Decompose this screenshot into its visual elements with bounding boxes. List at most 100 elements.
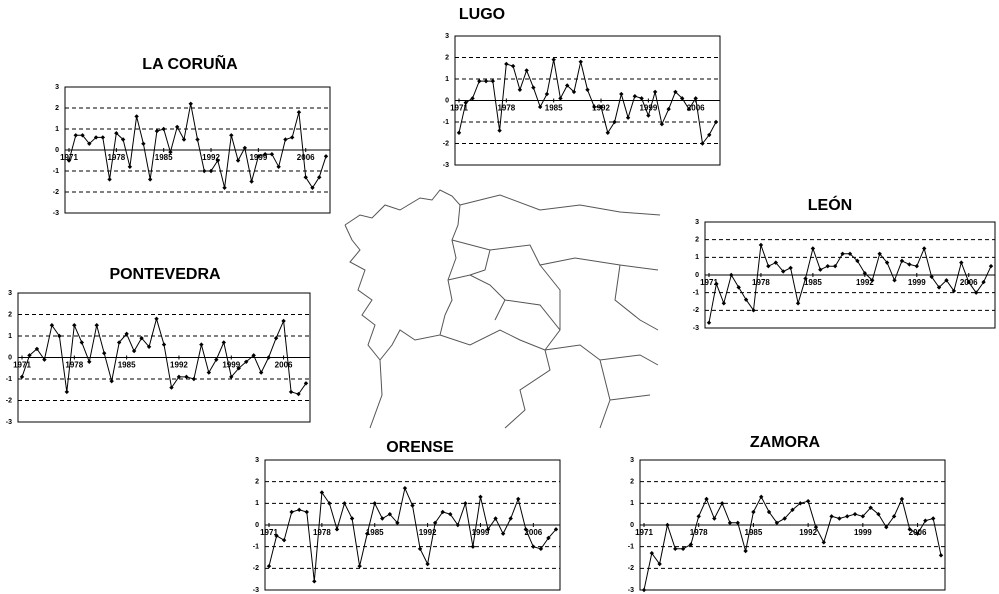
series-line [21,316,307,395]
point [208,168,214,174]
point [782,516,787,521]
x-tick-label: 1985 [366,528,384,537]
point [751,509,756,515]
point [27,353,32,358]
point [727,520,733,526]
point [317,175,322,180]
point [289,135,295,140]
point [803,276,808,281]
point [181,137,187,142]
point [195,137,200,142]
y-tick-label: -2 [443,140,449,147]
point [959,260,964,265]
point [500,531,506,536]
point [342,501,347,506]
x-tick-label: 1999 [639,104,657,113]
x-tick-label: 1978 [497,104,515,113]
x-tick-label: 1978 [313,528,331,537]
point [966,279,971,285]
x-tick-label: 1978 [107,153,125,162]
point [303,381,309,386]
point [704,496,709,502]
point [930,516,936,521]
point [49,323,55,328]
point [517,87,523,92]
point [868,505,873,510]
y-tick-label: 3 [8,290,12,297]
point [131,348,137,354]
x-tick-label: 2006 [275,361,293,370]
point [736,285,741,290]
point [829,514,834,519]
x-tick-label: 1971 [450,104,468,113]
point [303,175,308,180]
point [262,152,268,157]
point [222,185,227,190]
point [810,246,816,251]
point [712,516,717,521]
point [605,130,610,135]
point [619,91,624,97]
point [951,288,957,294]
x-tick-label: 2006 [524,528,542,537]
point [146,344,152,349]
point [334,527,340,532]
point [281,318,286,324]
point [891,514,897,519]
point [538,546,544,552]
y-tick-label: 2 [695,237,699,244]
point [884,260,890,265]
point [188,101,193,106]
point [134,114,139,119]
point [516,496,521,502]
point [154,128,160,134]
point [34,346,40,352]
point [395,520,400,526]
y-tick-label: 1 [695,254,699,261]
point [440,509,445,515]
point [625,115,631,120]
y-tick-label: 0 [445,97,449,104]
x-tick-label: 1978 [752,278,770,287]
point [87,141,92,146]
point [578,59,583,64]
x-tick-label: 1992 [799,528,817,537]
point [490,78,496,84]
point [805,498,811,504]
point [116,340,122,345]
y-tick-label: 1 [8,333,12,340]
point [729,272,734,278]
point [632,94,638,99]
series-line [458,59,717,145]
point [296,391,301,397]
point [80,133,85,138]
x-tick-label: 2006 [297,153,315,162]
point [641,587,647,593]
x-tick-label: 1985 [155,153,173,162]
x-tick-label: 1992 [856,278,874,287]
y-tick-label: -3 [443,162,449,169]
point [598,104,604,110]
point [258,370,264,375]
point [425,561,430,567]
point [319,490,325,495]
point [304,509,309,515]
x-tick-label: 1992 [170,361,188,370]
point [899,258,905,264]
point [202,168,207,174]
point [508,516,513,521]
point [229,133,234,138]
point [235,158,241,163]
point [100,135,106,140]
point [713,119,719,125]
point [199,342,204,347]
point [821,540,826,545]
point [612,119,617,125]
point [876,511,881,517]
point [184,374,189,380]
point [161,342,167,347]
point [735,520,740,526]
point [124,331,129,337]
point [714,281,719,287]
y-tick-label: -3 [6,419,12,426]
